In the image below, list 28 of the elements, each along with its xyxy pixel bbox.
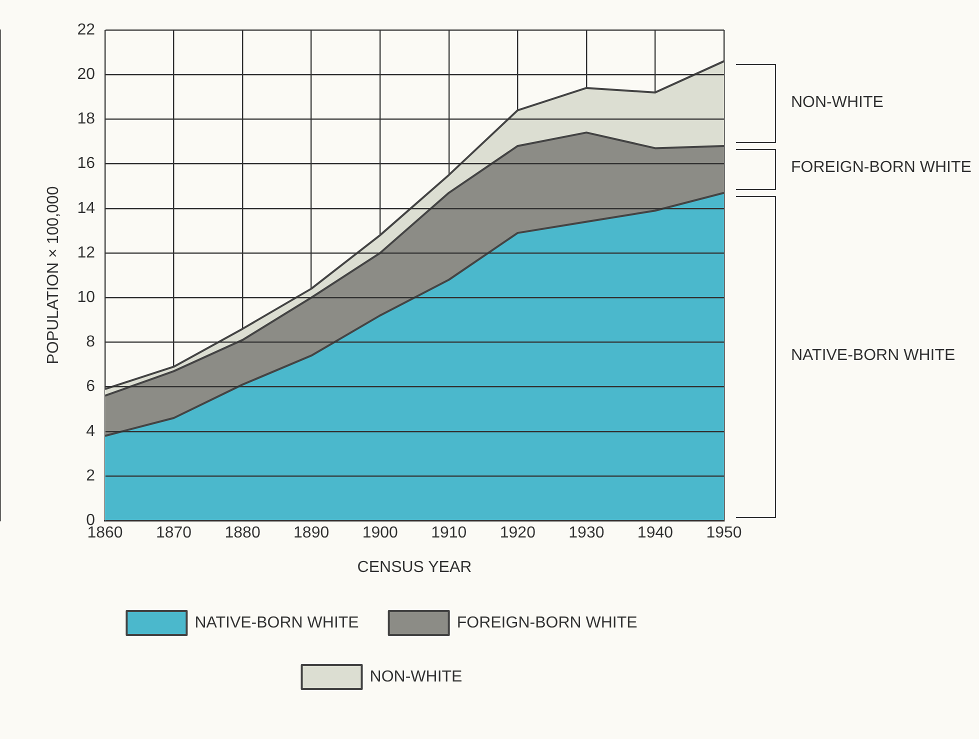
legend-label: NATIVE-BORN WHITE [194,614,359,632]
y-tick-label: 20 [77,66,96,84]
y-axis-title: POPULATION × 100,000 [45,186,62,364]
x-tick-label: 1930 [568,524,604,542]
y-tick-label: 12 [77,244,96,262]
text: NON-WHITE [791,94,884,112]
x-axis-title: CENSUS YEAR [357,558,472,576]
x-tick-label: 1920 [500,524,536,542]
y-tick-label: 2 [86,467,96,484]
x-tick-label: 1880 [224,524,260,542]
y-tick-label: 22 [77,21,96,38]
y-tick-label: 10 [77,289,96,306]
y-tick-label: 8 [86,334,96,351]
legend-label: NON-WHITE [370,668,462,686]
y-tick-label: 6 [86,378,96,396]
x-tick-label: 1890 [294,524,330,542]
x-tick-label: 1940 [637,524,674,542]
x-tick-label: 1910 [431,524,467,542]
x-tick-label: 1950 [706,524,742,542]
text: FOREIGN-BORN WHITE [791,159,972,178]
legend-label: FOREIGN-BORN WHITE [456,614,638,632]
y-tick-label: 4 [86,422,96,440]
y-tick-label: 18 [77,110,96,128]
y-tick-label: 16 [77,155,96,172]
x-tick-label: 1900 [362,524,398,542]
text: NATIVE-BORN WHITE [791,346,956,365]
x-tick-label: 1870 [156,524,192,542]
y-tick-label: 14 [77,200,96,217]
